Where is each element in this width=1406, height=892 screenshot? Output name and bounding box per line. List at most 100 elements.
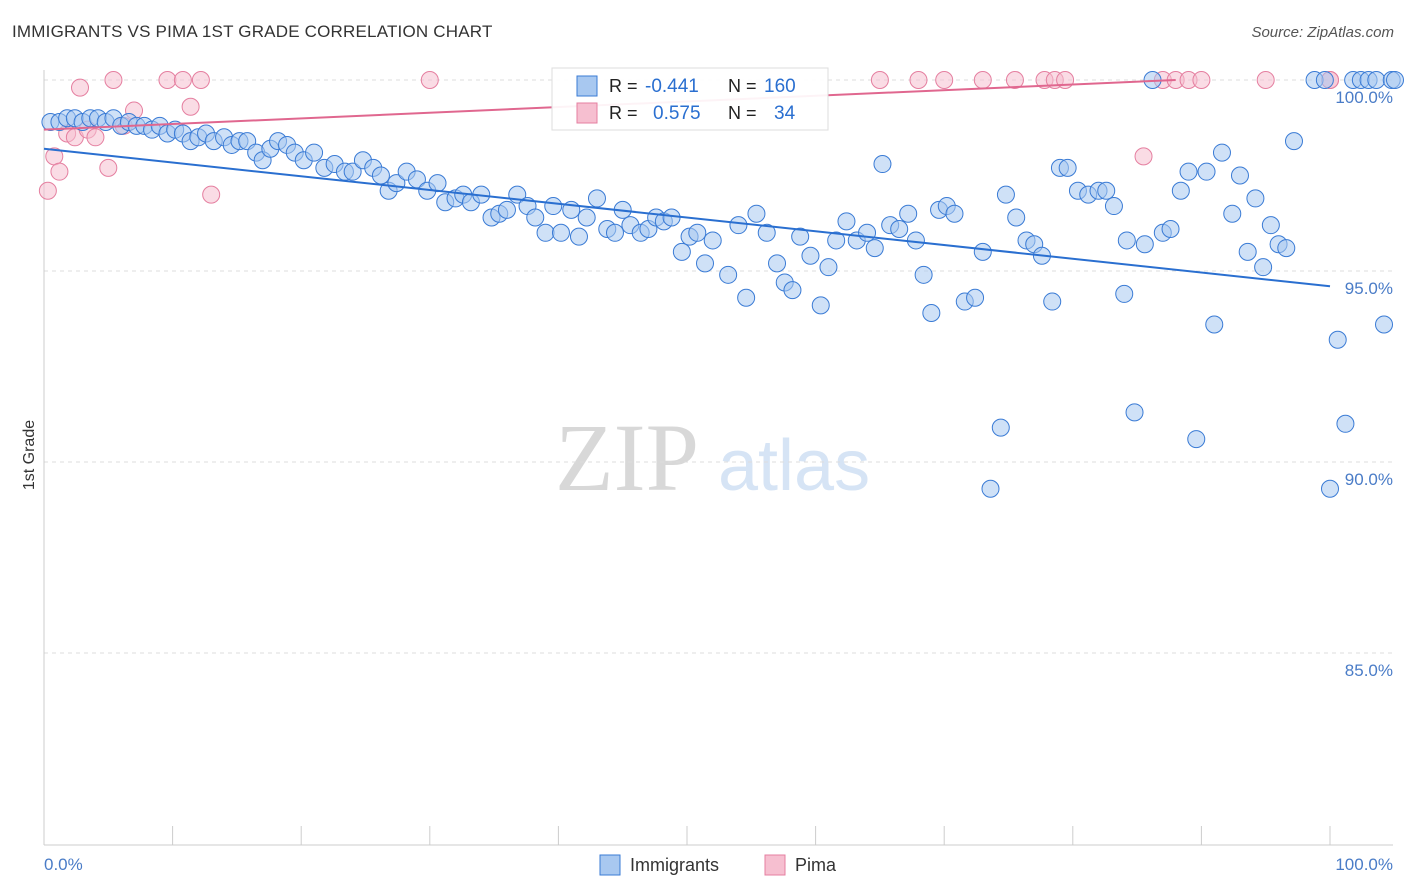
data-point xyxy=(819,258,838,277)
data-point xyxy=(71,78,90,97)
data-point xyxy=(827,231,846,250)
data-point xyxy=(1212,143,1231,162)
data-point xyxy=(945,204,964,223)
data-point xyxy=(1197,162,1216,181)
data-point xyxy=(202,185,221,204)
data-point xyxy=(173,71,192,89)
data-point xyxy=(811,296,830,315)
legend-swatch-pima xyxy=(576,102,598,124)
data-point xyxy=(1171,181,1190,200)
data-point xyxy=(1256,71,1275,89)
bottom-legend-swatch-pima xyxy=(764,854,786,876)
data-point xyxy=(719,265,738,284)
data-point xyxy=(50,162,69,181)
data-point xyxy=(1187,430,1206,449)
y-tick-label: 90.0% xyxy=(1345,470,1393,489)
x-axis-ticks xyxy=(43,826,1331,845)
data-point xyxy=(99,158,118,177)
data-point xyxy=(1097,181,1116,200)
data-point xyxy=(729,216,748,235)
data-point xyxy=(922,304,941,323)
y-tick-label: 85.0% xyxy=(1345,661,1393,680)
data-point xyxy=(1284,132,1303,151)
data-point xyxy=(1192,71,1211,89)
y-tick-labels: 100.0% 95.0% 90.0% 85.0% xyxy=(1335,88,1393,680)
data-point xyxy=(1277,239,1296,258)
legend-r-value-2: 0.575 xyxy=(653,103,701,124)
data-point xyxy=(1254,258,1273,277)
legend-n-value-2: 34 xyxy=(774,103,796,124)
data-point xyxy=(1223,204,1242,223)
data-point xyxy=(688,223,707,242)
data-point xyxy=(737,288,756,307)
data-point xyxy=(935,71,954,89)
legend-n-label-2: N = xyxy=(728,103,757,123)
y-tick-label: 95.0% xyxy=(1345,279,1393,298)
data-point xyxy=(662,208,681,227)
watermark-atlas: atlas xyxy=(718,426,870,506)
data-point xyxy=(966,288,985,307)
data-point xyxy=(1161,219,1180,238)
data-point xyxy=(158,71,177,89)
data-point xyxy=(1134,147,1153,166)
data-point xyxy=(305,143,324,162)
data-point xyxy=(1179,162,1198,181)
source-label: Source: ZipAtlas.com xyxy=(1251,24,1394,41)
data-point xyxy=(86,128,105,147)
data-point xyxy=(1375,315,1394,334)
data-point xyxy=(981,479,1000,498)
data-point xyxy=(858,223,877,242)
data-point xyxy=(1043,292,1062,311)
bottom-legend-swatch-immigrants xyxy=(599,854,621,876)
data-point xyxy=(191,71,210,89)
data-point xyxy=(1328,330,1347,349)
data-point xyxy=(991,418,1010,437)
data-point xyxy=(801,246,820,265)
data-point xyxy=(865,239,884,258)
data-point xyxy=(1005,71,1024,89)
data-point xyxy=(38,181,57,200)
x-tick-label-min: 0.0% xyxy=(44,855,83,874)
data-point xyxy=(909,71,928,89)
data-point xyxy=(1058,158,1077,177)
data-point xyxy=(873,155,892,174)
data-point xyxy=(1336,414,1355,433)
data-point xyxy=(870,71,889,89)
data-point xyxy=(551,223,570,242)
data-point xyxy=(1386,71,1404,89)
legend-r-label-1: R = xyxy=(609,76,638,96)
legend-n-value-1: 160 xyxy=(764,76,796,97)
data-point xyxy=(996,185,1015,204)
bottom-legend-label-pima: Pima xyxy=(795,855,837,875)
data-point xyxy=(890,219,909,238)
data-point xyxy=(1115,284,1134,303)
data-point xyxy=(791,227,810,246)
data-point xyxy=(747,204,766,223)
data-point xyxy=(1205,315,1224,334)
data-point xyxy=(1261,216,1280,235)
chart-title: IMMIGRANTS VS PIMA 1ST GRADE CORRELATION… xyxy=(12,22,493,41)
data-point xyxy=(343,162,362,181)
data-point xyxy=(605,223,624,242)
data-point xyxy=(783,281,802,300)
data-point xyxy=(899,204,918,223)
legend-r-label-2: R = xyxy=(609,103,638,123)
immigrants-series xyxy=(41,71,1404,498)
data-point xyxy=(1246,189,1265,208)
data-point xyxy=(1238,242,1257,261)
data-point xyxy=(703,231,722,250)
legend-r-value-1: -0.441 xyxy=(645,76,699,97)
x-tick-label-max: 100.0% xyxy=(1335,855,1393,874)
immigrants-trendline xyxy=(43,147,1331,288)
data-point xyxy=(536,223,555,242)
series-legend: Immigrants Pima xyxy=(599,854,837,876)
correlation-legend: R = -0.441 N = 160 R = 0.575 N = 34 xyxy=(551,67,829,131)
data-point xyxy=(577,208,596,227)
data-point xyxy=(672,242,691,261)
data-point xyxy=(104,71,123,89)
data-point xyxy=(1007,208,1026,227)
data-point xyxy=(1135,235,1154,254)
data-point xyxy=(181,97,200,116)
data-point xyxy=(420,71,439,89)
data-point xyxy=(973,71,992,89)
